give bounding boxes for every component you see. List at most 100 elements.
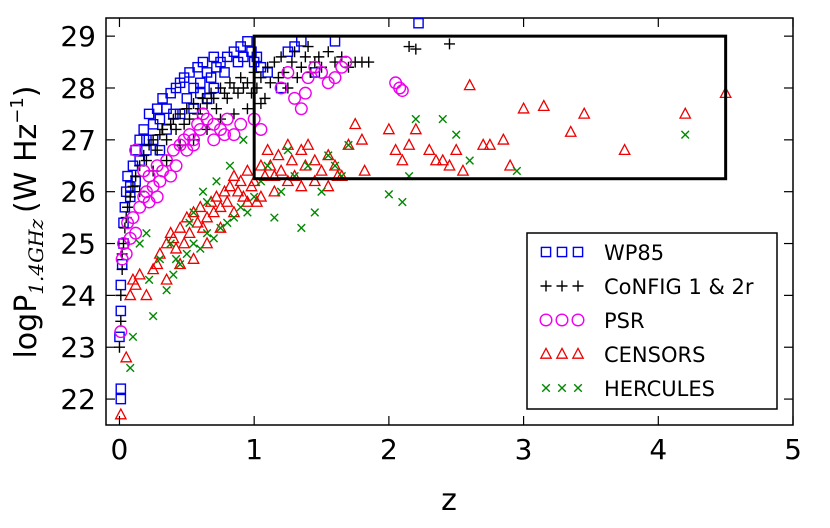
selection-box <box>252 34 728 181</box>
legend-entry: PSR <box>539 309 645 333</box>
data-point <box>135 239 144 248</box>
data-point <box>219 67 230 78</box>
data-point <box>436 153 450 166</box>
data-point <box>115 393 127 405</box>
data-point <box>239 135 248 145</box>
data-point <box>173 257 187 270</box>
y-axis-title-exponent: −1 <box>7 97 28 124</box>
data-point <box>241 163 254 176</box>
data-point <box>503 158 517 171</box>
data-point <box>299 51 311 63</box>
data-point <box>155 254 165 264</box>
data-point <box>185 218 194 228</box>
data-point <box>251 51 263 63</box>
data-point <box>202 228 212 238</box>
data-point <box>115 383 127 395</box>
data-point <box>116 263 128 275</box>
data-point <box>221 92 233 104</box>
data-point <box>129 226 143 240</box>
data-point <box>255 98 267 110</box>
data-point <box>283 145 293 155</box>
data-point <box>456 163 470 176</box>
data-point <box>274 163 288 176</box>
data-point <box>125 363 135 373</box>
data-point <box>237 189 250 202</box>
series-censors <box>114 78 732 420</box>
data-point <box>254 158 268 171</box>
y-tick-label: 25 <box>60 228 96 261</box>
x-tick-label: 5 <box>784 433 802 466</box>
data-point <box>177 236 191 249</box>
data-point <box>150 190 164 204</box>
data-point <box>413 18 424 29</box>
data-point <box>301 71 315 85</box>
data-point <box>115 305 127 317</box>
legend-marker <box>573 383 583 393</box>
data-point <box>134 134 145 146</box>
data-point <box>564 125 578 137</box>
data-point <box>119 247 133 261</box>
data-point <box>577 106 591 119</box>
x-tick-label: 4 <box>649 433 667 466</box>
data-point <box>396 153 409 166</box>
data-point <box>241 103 253 115</box>
data-point <box>229 213 239 222</box>
y-tick-label: 24 <box>60 279 96 312</box>
data-point <box>130 144 141 156</box>
data-point <box>449 143 463 156</box>
data-point <box>261 143 274 156</box>
data-point <box>295 179 308 192</box>
data-point <box>465 156 475 165</box>
data-point <box>173 220 187 233</box>
data-point <box>214 220 227 233</box>
data-point <box>262 61 274 73</box>
data-point <box>270 213 279 222</box>
data-point <box>258 169 272 181</box>
data-point <box>212 177 221 186</box>
data-point <box>160 272 173 285</box>
data-point <box>113 341 125 353</box>
data-point <box>137 164 151 178</box>
data-point <box>268 56 280 68</box>
data-point <box>178 118 190 130</box>
data-point <box>181 103 193 115</box>
data-point <box>411 114 421 124</box>
data-point <box>122 201 134 213</box>
y-axis-title-prefix: logP <box>9 295 44 359</box>
data-point <box>322 46 334 58</box>
legend-marker <box>541 383 551 393</box>
series-psr <box>114 55 409 339</box>
data-point <box>124 191 136 203</box>
data-point <box>167 113 179 125</box>
data-point <box>210 103 222 115</box>
data-point <box>115 279 127 291</box>
y-axis-title-units: (W Hz <box>9 124 44 213</box>
data-point <box>618 143 631 156</box>
data-point <box>242 36 253 47</box>
legend-label: PSR <box>604 309 645 333</box>
data-point <box>243 208 252 217</box>
y-tick-label: 22 <box>60 383 96 416</box>
data-point <box>389 143 402 156</box>
data-point <box>443 158 456 171</box>
data-point <box>193 122 207 136</box>
y-tick-label: 28 <box>60 72 96 105</box>
data-point <box>335 169 349 181</box>
legend-label: CENSORS <box>604 343 705 367</box>
y-axis-title-close: ) <box>9 85 44 97</box>
legend-marker <box>556 246 568 258</box>
x-axis-title: z <box>441 483 457 518</box>
data-point <box>184 113 196 125</box>
data-point <box>286 56 298 68</box>
data-point <box>315 163 328 176</box>
data-point <box>272 148 285 161</box>
data-point <box>182 249 192 259</box>
data-point <box>197 56 209 68</box>
legend-entries: WP85 CoNFIG 1 & 2r PSR CENSORS HERCULES <box>539 241 754 401</box>
data-point <box>234 117 248 131</box>
data-point <box>241 77 253 89</box>
data-point <box>196 220 210 233</box>
data-point <box>281 65 295 79</box>
data-point <box>310 208 320 217</box>
data-point <box>166 239 175 248</box>
